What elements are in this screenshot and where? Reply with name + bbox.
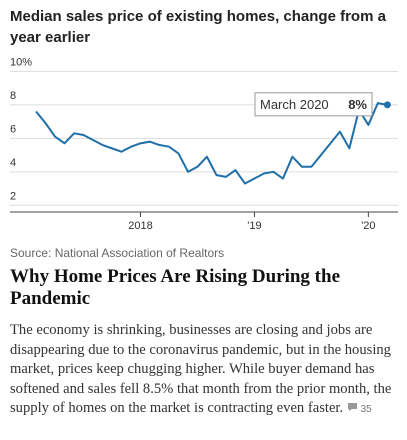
- x-tick-label: '20: [361, 220, 375, 232]
- headline[interactable]: Why Home Prices Are Rising During the Pa…: [10, 266, 341, 309]
- callout: March 2020 8%: [254, 92, 373, 117]
- y-tick-label: 4: [10, 157, 16, 169]
- callout-box: [254, 92, 373, 117]
- x-tick-label: '19: [247, 220, 261, 232]
- source: Source: National Association of Realtors: [10, 246, 225, 260]
- chart: 10% 8 6 4 2 2018 '19 '20 March 2020 8%: [10, 56, 398, 232]
- summary: The economy is shrinking, businesses are…: [10, 321, 402, 420]
- callout-value: 8%: [348, 97, 367, 112]
- y-tick-label: 10%: [10, 56, 32, 68]
- line: [35, 102, 388, 185]
- highlight-point: [383, 101, 391, 109]
- y-tick-label: 2: [10, 190, 16, 202]
- y-tick-label: 6: [10, 123, 16, 135]
- comment-icon: [347, 403, 357, 412]
- comments[interactable]: 35: [347, 403, 372, 416]
- y-tick-label: 8: [10, 90, 16, 102]
- chart-title: Median sales price of existing homes, ch…: [10, 8, 386, 46]
- summary-text: The economy is shrinking, businesses are…: [10, 322, 392, 417]
- x-tick-label: 2018: [128, 220, 152, 232]
- comment-count: 35: [360, 404, 372, 416]
- callout-label: March 2020: [260, 97, 329, 112]
